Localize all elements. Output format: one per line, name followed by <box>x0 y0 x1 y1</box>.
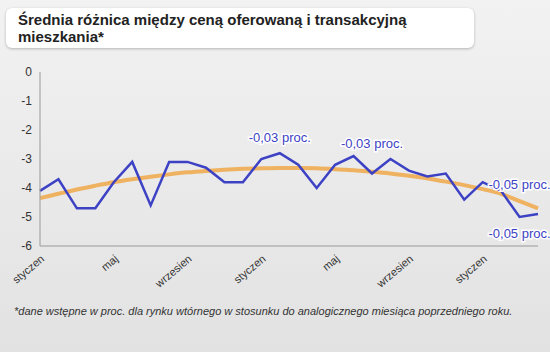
svg-text:maj: maj <box>99 252 120 273</box>
svg-text:-6: -6 <box>21 239 32 253</box>
svg-text:-0,05 proc.: -0,05 proc. <box>488 177 550 192</box>
svg-text:styczen: styczen <box>231 252 267 285</box>
svg-text:-5: -5 <box>21 210 32 224</box>
html-text:*dane wstępne w proc. dla rynk: *dane wstępne w proc. dla rynku wtórnego… <box>14 305 513 317</box>
svg-text:wrzesien: wrzesien <box>373 252 415 290</box>
html-text:Średnia różnica między ceną of: Średnia różnica między ceną oferowaną i … <box>18 11 407 45</box>
svg-text:0: 0 <box>25 65 32 79</box>
svg-text:-0,05 proc.: -0,05 proc. <box>488 226 550 241</box>
svg-text:-1: -1 <box>21 94 32 108</box>
svg-text:-4: -4 <box>21 181 32 195</box>
svg-text:maj: maj <box>320 252 341 273</box>
svg-text:-0,03 proc.: -0,03 proc. <box>341 136 403 151</box>
svg-text:-0,03 proc.: -0,03 proc. <box>249 130 311 145</box>
svg-text:-2: -2 <box>21 123 32 137</box>
svg-text:wrzesien: wrzesien <box>152 252 194 290</box>
svg-text:styczen: styczen <box>10 252 46 285</box>
svg-text:styczen: styczen <box>453 252 489 285</box>
svg-text:-3: -3 <box>21 152 32 166</box>
